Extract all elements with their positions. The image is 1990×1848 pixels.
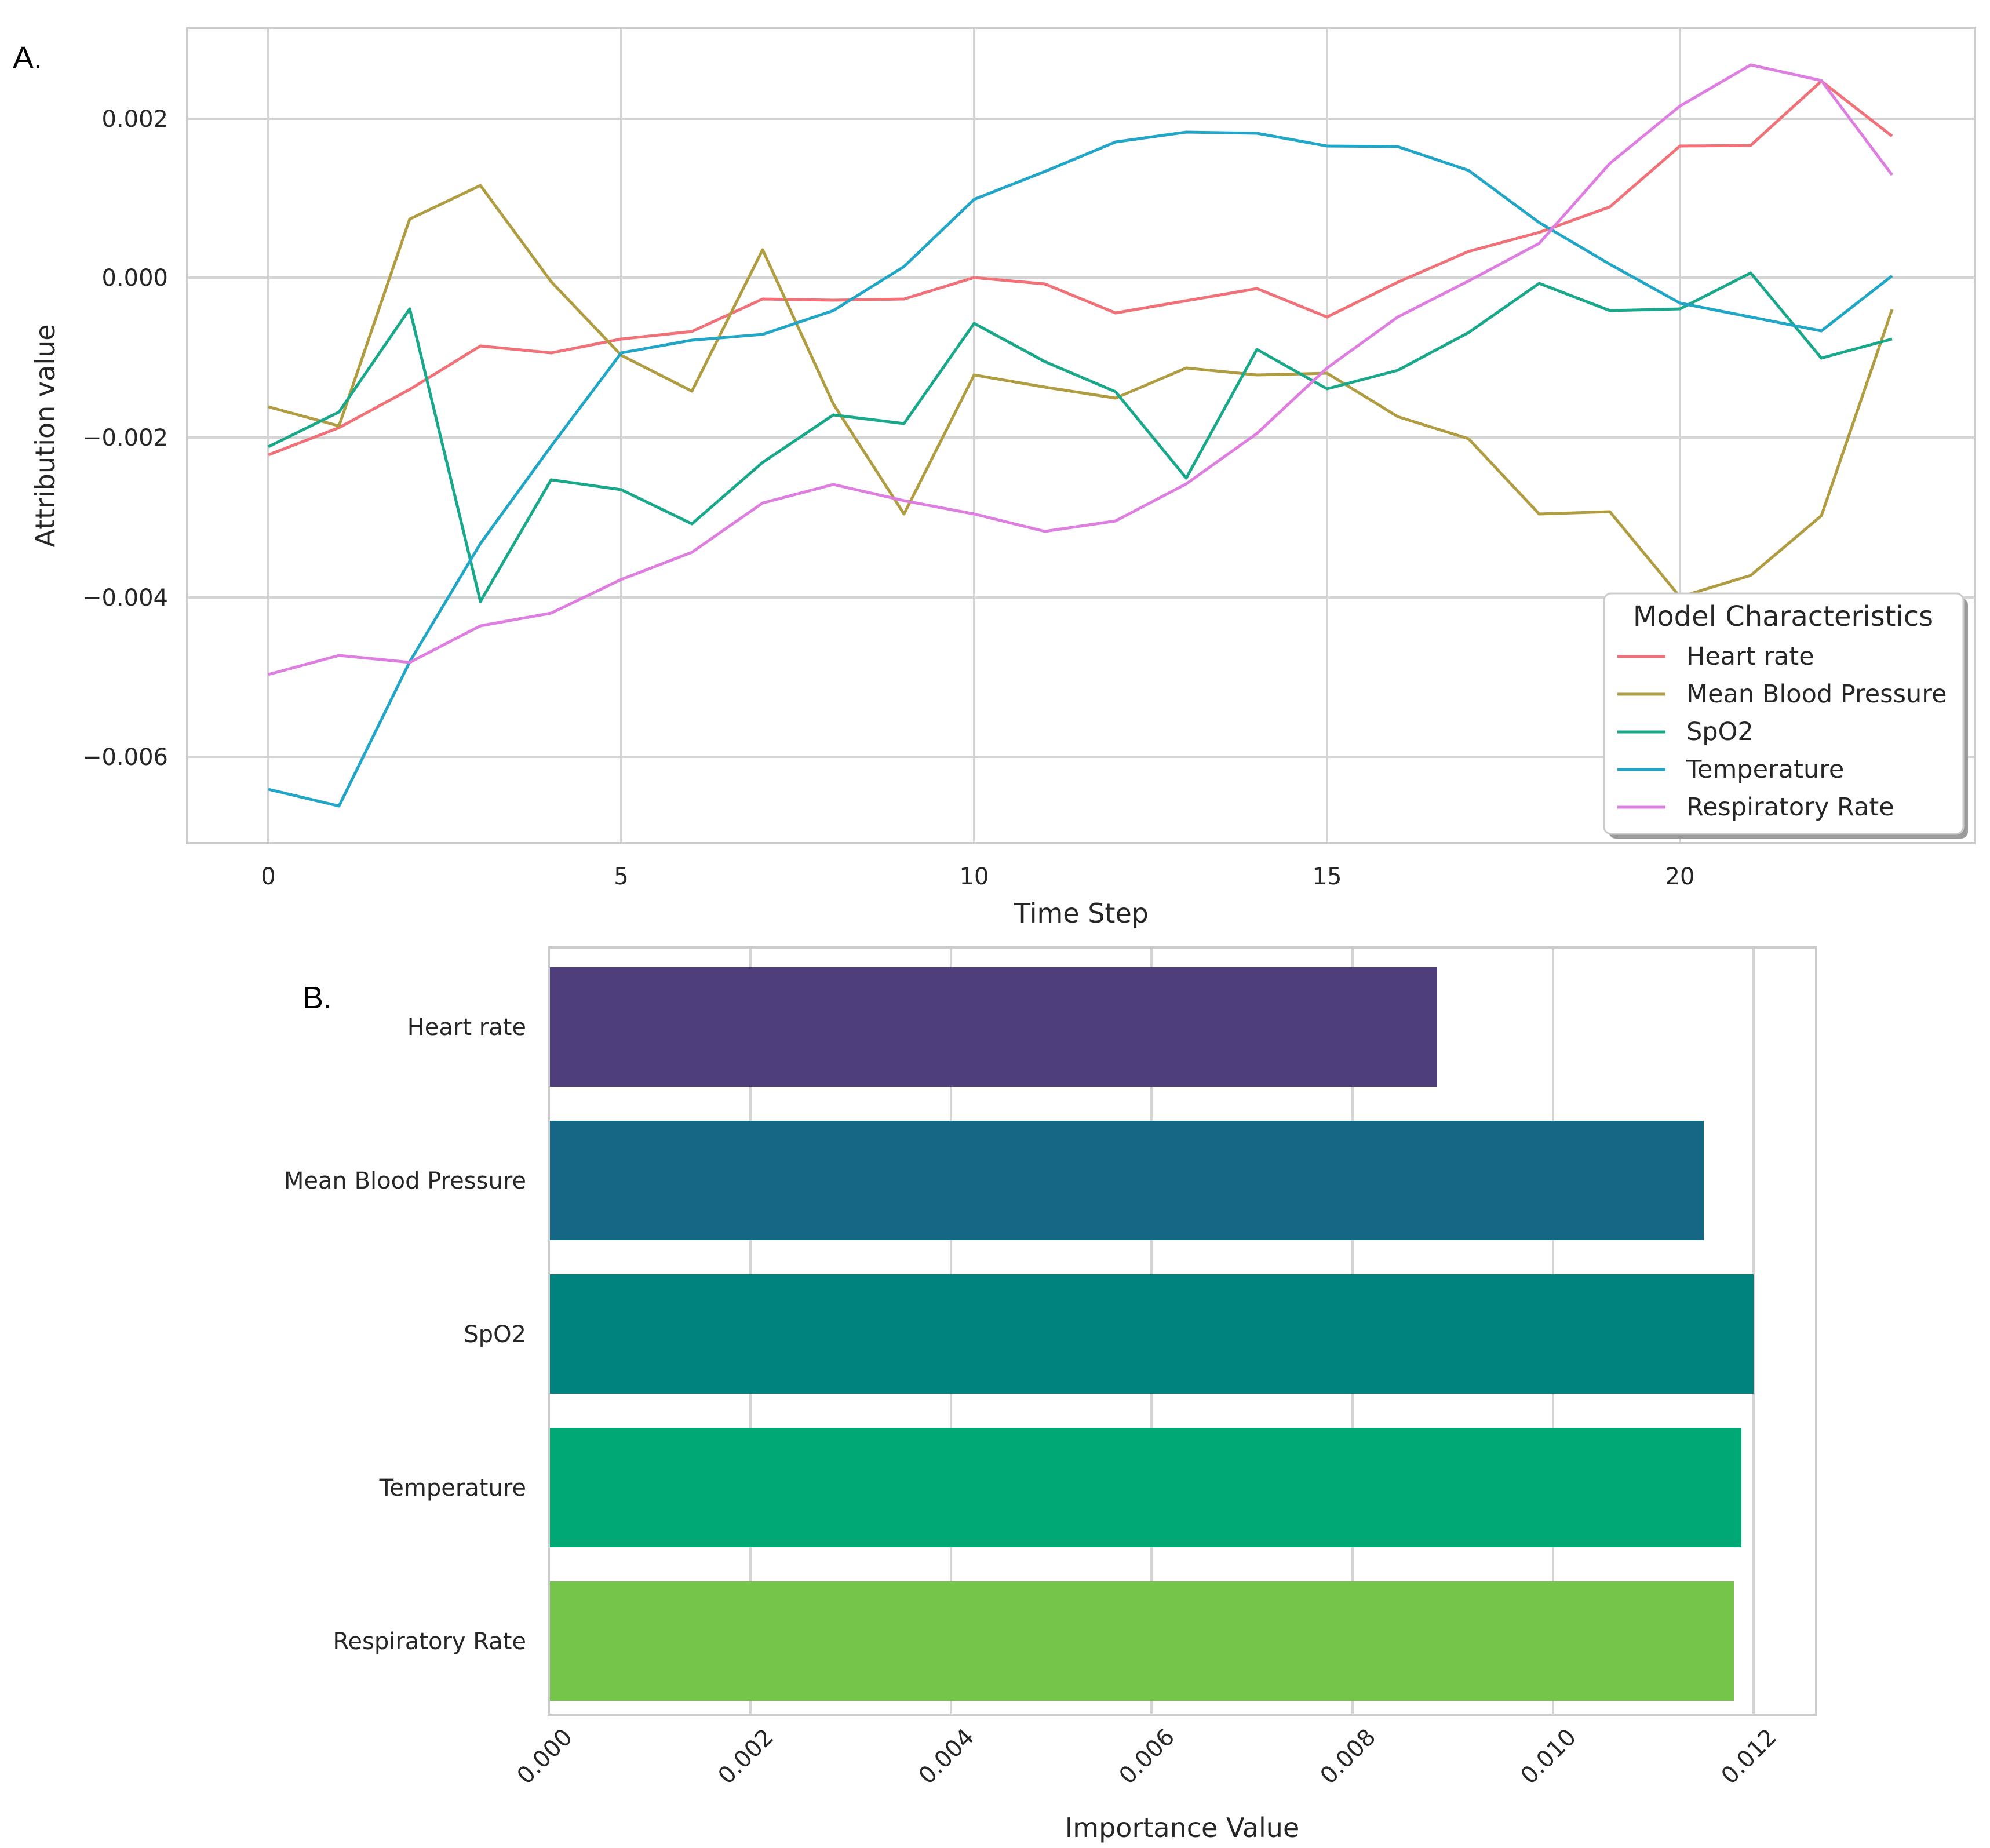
y-axis-label: Attribution value: [30, 324, 61, 547]
x-tick-label: 20: [1665, 863, 1695, 890]
legend-title: Model Characteristics: [1633, 600, 1933, 633]
series-line-mean-blood-pressure: [268, 184, 1894, 599]
series-line-spo2: [267, 271, 1893, 603]
legend: Model Characteristics Heart rate Mean Bl…: [1603, 592, 1968, 839]
x-tick-label: 5: [614, 863, 628, 890]
legend-item-spo2: SpO2: [1686, 717, 1754, 746]
legend-item-mean-blood-pressure: Mean Blood Pressure: [1686, 680, 1947, 709]
category-label-mean-blood-pressure: Mean Blood Pressure: [284, 1168, 526, 1194]
panel-a-x-ticks: 0 5 10 15 20: [261, 863, 1694, 890]
category-label-temperature: Temperature: [379, 1475, 526, 1501]
panel-b-bar-chart: B. Heart rate Mean Blood Pressure SpO2 T…: [284, 946, 1817, 1843]
panel-a-label: A.: [13, 41, 42, 75]
x-tick-label: 0.004: [914, 1724, 980, 1790]
importance-axis-label: Importance Value: [1065, 1812, 1300, 1843]
x-tick-label: 0.010: [1516, 1724, 1582, 1790]
panel-b-frame: [548, 946, 1817, 1716]
legend-item-respiratory-rate: Respiratory Rate: [1686, 793, 1894, 822]
bar-spo2: [550, 1274, 1754, 1394]
series-line-heart-rate: [268, 79, 1893, 457]
category-label-heart-rate: Heart rate: [407, 1014, 526, 1041]
x-tick-label: 0.006: [1114, 1724, 1180, 1790]
x-axis-label: Time Step: [1014, 898, 1149, 929]
panel-a-frame: [186, 27, 1976, 844]
panel-b-x-ticks: 0.000 0.002 0.004 0.006 0.008 0.010 0.01…: [512, 1724, 1783, 1790]
bar-temperature: [550, 1428, 1741, 1547]
panel-a-y-ticks: 0.002 0.000 −0.002 −0.004 −0.006: [82, 106, 168, 771]
category-label-respiratory-rate: Respiratory Rate: [333, 1628, 526, 1655]
x-tick-label: 0: [261, 863, 275, 890]
x-tick-label: 0.000: [512, 1724, 578, 1790]
panel-b-category-labels: Heart rate Mean Blood Pressure SpO2 Temp…: [284, 1014, 526, 1655]
category-label-spo2: SpO2: [464, 1321, 526, 1348]
x-tick-label: 0.008: [1315, 1724, 1382, 1790]
y-tick-label: −0.006: [82, 744, 168, 771]
panel-b-label: B.: [302, 981, 332, 1015]
series-line-respiratory-rate: [268, 63, 1894, 676]
series-line-temperature: [268, 130, 1893, 808]
bar-mean-blood-pressure: [550, 1121, 1704, 1240]
panel-a-series: [267, 63, 1894, 808]
bar-respiratory-rate: [550, 1581, 1734, 1701]
legend-item-temperature: Temperature: [1686, 755, 1844, 784]
y-tick-label: −0.002: [82, 425, 168, 451]
x-tick-label: 0.012: [1716, 1724, 1783, 1790]
panel-a-line-chart: A. 0.002 0.000 −0.002 −0.004 −0.: [13, 27, 1976, 929]
x-tick-label: 15: [1313, 863, 1342, 890]
y-tick-label: 0.002: [101, 106, 168, 133]
x-tick-label: 0.002: [713, 1724, 779, 1790]
panel-b-bars: [550, 967, 1754, 1701]
y-tick-label: −0.004: [82, 585, 168, 611]
legend-box: [1603, 592, 1965, 835]
x-tick-label: 10: [960, 863, 989, 890]
legend-item-heart-rate: Heart rate: [1686, 642, 1814, 671]
y-tick-label: 0.000: [101, 265, 168, 291]
bar-heart-rate: [550, 967, 1437, 1087]
